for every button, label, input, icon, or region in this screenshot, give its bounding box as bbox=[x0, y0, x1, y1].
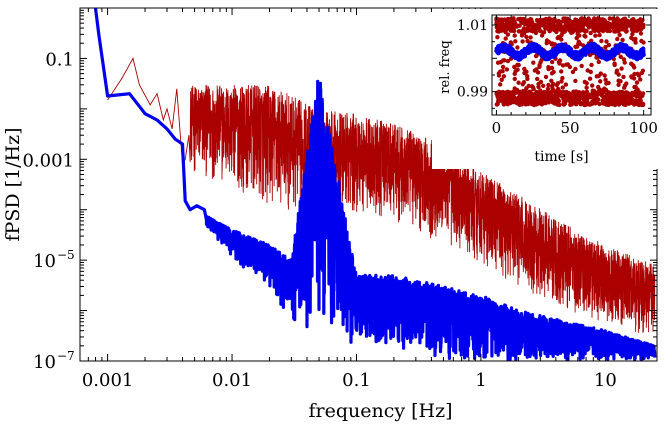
x-tick-label: 0.001 bbox=[82, 370, 134, 391]
inset-plot: 0 50 100 1.01 0.99 time [s] rel. freq bbox=[432, 9, 661, 169]
y-tick-exponent: −7 bbox=[57, 349, 75, 363]
y-tick-label: 10 bbox=[33, 352, 56, 373]
blue-trace-line bbox=[93, 8, 657, 361]
x-tick-label: 0.01 bbox=[212, 370, 252, 391]
red-trace-line bbox=[107, 57, 656, 333]
x-axis-title: frequency [Hz] bbox=[308, 400, 452, 422]
y-tick-label: 10 bbox=[33, 251, 56, 272]
y-tick-exponent: −5 bbox=[57, 248, 75, 262]
inset-y-axis-title: rel. freq bbox=[438, 40, 453, 93]
y-axis-title: fPSD [1/Hz] bbox=[2, 128, 24, 242]
inset-plot-frame bbox=[491, 14, 652, 116]
inset-y-tick-label: 0.99 bbox=[457, 85, 488, 101]
main-plot-frame bbox=[79, 7, 658, 362]
inset-x-tick-label: 100 bbox=[629, 119, 658, 137]
inset-blue-points bbox=[494, 41, 646, 62]
inset-red-points bbox=[494, 16, 646, 108]
y-tick-label: 0.001 bbox=[22, 150, 74, 171]
y-tick-label: 0.1 bbox=[45, 49, 74, 70]
inset-y-tick-label: 1.01 bbox=[457, 18, 488, 34]
inset-x-tick-label: 0 bbox=[492, 119, 502, 137]
inset-x-axis-title: time [s] bbox=[534, 149, 588, 165]
inset-x-tick-label: 50 bbox=[560, 119, 579, 137]
x-tick-label: 0.1 bbox=[342, 370, 371, 391]
x-tick-label: 1 bbox=[475, 370, 486, 391]
x-tick-label: 10 bbox=[594, 370, 617, 391]
